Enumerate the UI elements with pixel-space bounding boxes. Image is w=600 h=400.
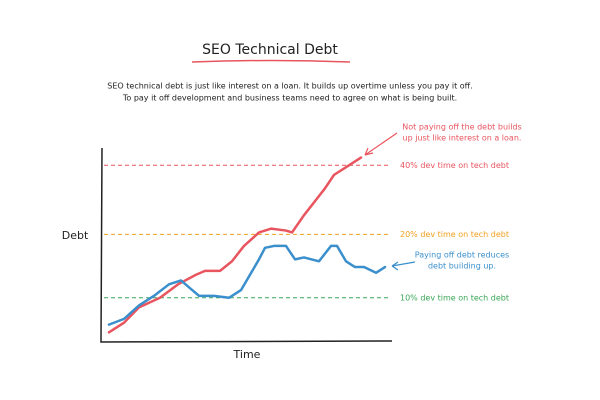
title-underline (191, 59, 351, 63)
annotation: up just like interest on a loan. (403, 134, 522, 143)
line-series (107, 156, 363, 334)
axes (100, 147, 393, 343)
x-axis-label: Time (233, 348, 261, 361)
reference-label: 40% dev time on tech debt (400, 161, 509, 170)
arrow (364, 132, 398, 156)
line-series (107, 244, 387, 326)
reference-label: 20% dev time on tech debt (400, 230, 509, 239)
reference-label: 10% dev time on tech debt (400, 293, 509, 302)
annotation: debt building up. (428, 262, 496, 271)
subtitle: SEO technical debt is just like interest… (107, 82, 472, 91)
annotation: Paying off debt reduces (415, 251, 509, 260)
subtitle: To pay it off development and business t… (122, 94, 457, 103)
annotation: Not paying off the debt builds (402, 123, 521, 132)
arrow (391, 261, 416, 271)
chart-title: SEO Technical Debt (202, 42, 338, 58)
y-axis-label: Debt (62, 229, 89, 242)
